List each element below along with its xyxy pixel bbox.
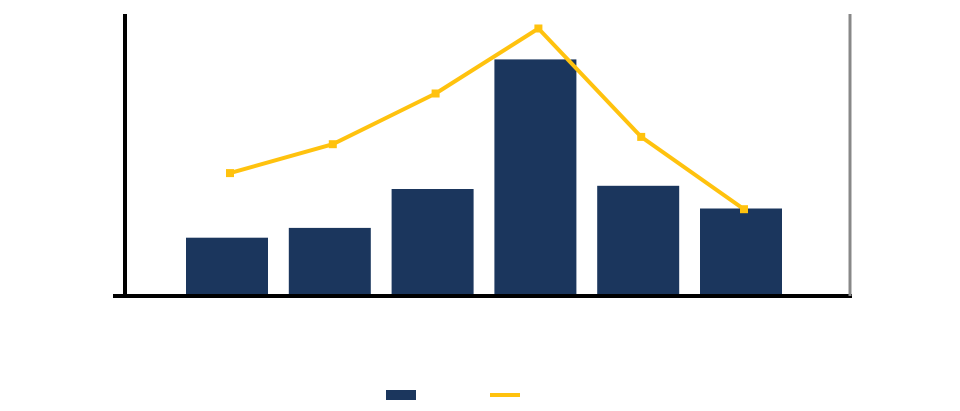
bar xyxy=(288,227,371,296)
line-point xyxy=(431,89,440,98)
line-point xyxy=(534,24,543,33)
bar xyxy=(700,208,782,296)
bar xyxy=(597,185,680,296)
bar xyxy=(391,189,474,296)
bar xyxy=(186,237,268,296)
bars-layer xyxy=(186,59,782,297)
line-point xyxy=(740,205,748,214)
legend-swatch-bar xyxy=(386,390,416,400)
line-point xyxy=(226,169,234,178)
line-point xyxy=(637,132,646,141)
series-line xyxy=(229,26,746,211)
bar xyxy=(494,59,577,297)
line-point xyxy=(328,140,337,149)
legend xyxy=(386,390,520,400)
line-layer xyxy=(226,24,748,214)
